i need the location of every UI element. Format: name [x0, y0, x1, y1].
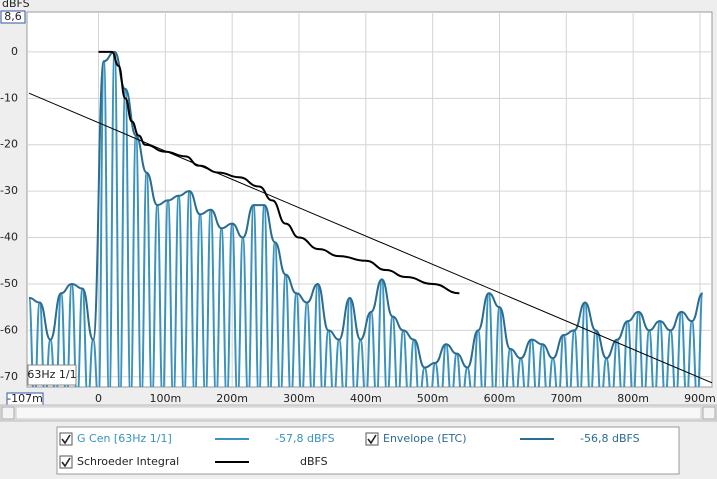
checkmark [61, 457, 71, 468]
annotation-box [27, 364, 77, 386]
decay-line [28, 92, 712, 384]
legend-label: G Cen [63Hz 1/1] [77, 432, 172, 445]
x-tick-label: 900m [684, 392, 716, 405]
y-tick-label: 0 [11, 45, 18, 58]
legend-label: Schroeder Integral [77, 455, 179, 468]
y-limit-label[interactable]: 8,6 [4, 10, 22, 23]
legend-checkbox[interactable] [59, 455, 73, 469]
scroll-left[interactable] [1, 406, 15, 420]
scroll-thumb[interactable] [15, 406, 702, 420]
x-tick-label: 700m [550, 392, 582, 405]
checkmark [367, 434, 377, 445]
y-limit-box [0, 10, 26, 24]
y-tick-label: -60 [0, 323, 18, 336]
y-tick-label: -30 [0, 184, 18, 197]
legend-value: -57,8 dBFS [275, 432, 335, 445]
y-tick-label: -40 [0, 231, 18, 244]
x-tick-label: 600m [484, 392, 516, 405]
series-line [98, 50, 460, 295]
x-tick-label: 800m [617, 392, 649, 405]
legend-value: -56,8 dBFS [580, 432, 640, 445]
y-tick-label: -10 [0, 91, 18, 104]
annotation: 63Hz 1/1 [27, 368, 76, 381]
x-limit-label[interactable]: -107m [7, 392, 43, 405]
series-line [28, 50, 704, 387]
x-tick-label: 100m [149, 392, 181, 405]
y-tick-label: -70 [0, 370, 18, 383]
y-tick-label: -20 [0, 138, 18, 151]
series-line [28, 50, 704, 369]
scroll-right[interactable] [702, 406, 716, 420]
checkmark [61, 434, 71, 445]
x-tick-label: 500m [417, 392, 449, 405]
legend-label: Envelope (ETC) [383, 432, 467, 445]
x-tick-label: 200m [216, 392, 248, 405]
y-axis-label: dBFS [2, 0, 30, 10]
x-tick-label: 0 [95, 392, 102, 405]
x-tick-label: 400m [350, 392, 382, 405]
legend-checkbox[interactable] [365, 432, 379, 446]
legend-checkbox[interactable] [59, 432, 73, 446]
x-tick-label: 300m [283, 392, 315, 405]
legend-value: dBFS [300, 455, 328, 468]
y-tick-label: -50 [0, 277, 18, 290]
